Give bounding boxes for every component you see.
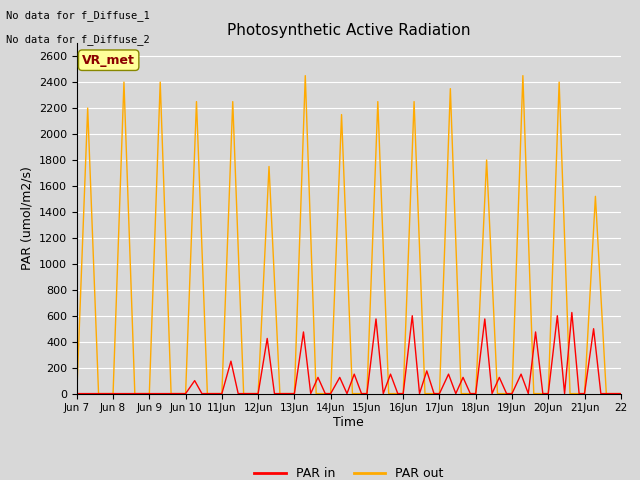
Text: No data for f_Diffuse_1: No data for f_Diffuse_1 bbox=[6, 10, 150, 21]
Legend: PAR in, PAR out: PAR in, PAR out bbox=[250, 462, 448, 480]
PAR in bbox=[524, 391, 532, 396]
Title: Photosynthetic Active Radiation: Photosynthetic Active Radiation bbox=[227, 23, 470, 38]
PAR in bbox=[145, 391, 153, 396]
PAR in bbox=[73, 391, 81, 396]
PAR out bbox=[167, 391, 175, 396]
PAR out bbox=[218, 391, 226, 396]
Text: No data for f_Diffuse_2: No data for f_Diffuse_2 bbox=[6, 34, 150, 45]
Text: VR_met: VR_met bbox=[82, 54, 135, 67]
PAR in bbox=[617, 391, 625, 396]
PAR out bbox=[421, 391, 429, 396]
PAR in bbox=[568, 310, 576, 315]
Line: PAR in: PAR in bbox=[77, 312, 621, 394]
PAR in bbox=[242, 391, 250, 396]
PAR out bbox=[301, 73, 309, 79]
PAR in bbox=[539, 391, 547, 396]
PAR out bbox=[254, 391, 262, 396]
Line: PAR out: PAR out bbox=[77, 76, 621, 394]
PAR out bbox=[617, 391, 625, 396]
PAR in bbox=[597, 391, 605, 396]
X-axis label: Time: Time bbox=[333, 416, 364, 429]
PAR out bbox=[73, 391, 81, 396]
Y-axis label: PAR (umol/m2/s): PAR (umol/m2/s) bbox=[20, 167, 33, 270]
PAR out bbox=[229, 99, 237, 105]
PAR in bbox=[452, 391, 460, 396]
PAR out bbox=[254, 391, 262, 396]
